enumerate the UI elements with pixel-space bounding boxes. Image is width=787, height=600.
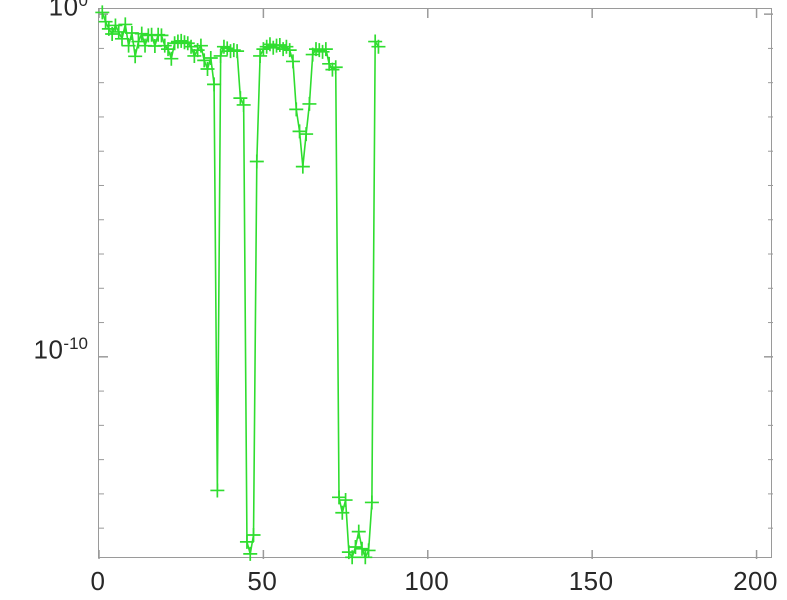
x-tick-label-50: 50 xyxy=(247,566,278,596)
y-tick-exponent: 0 xyxy=(78,0,88,11)
x-tick-label-200: 200 xyxy=(733,566,778,596)
x-tick-label-0: 0 xyxy=(90,566,106,596)
x-tick-label-100: 100 xyxy=(404,566,450,596)
y-tick-mantissa: 10 xyxy=(48,0,79,22)
data-series-layer xyxy=(95,5,386,565)
y-tick-label-1em10: 10-10 xyxy=(34,334,89,366)
y-tick-label-1e0: 100 xyxy=(49,0,88,23)
x-tick-label-150: 150 xyxy=(568,566,614,596)
series-markers xyxy=(95,5,386,565)
y-tick-mantissa: 10 xyxy=(33,334,64,365)
plot-area xyxy=(95,5,773,565)
y-tick-exponent: -10 xyxy=(63,333,88,353)
axis-ticks xyxy=(98,9,773,559)
plot-svg xyxy=(95,5,773,565)
